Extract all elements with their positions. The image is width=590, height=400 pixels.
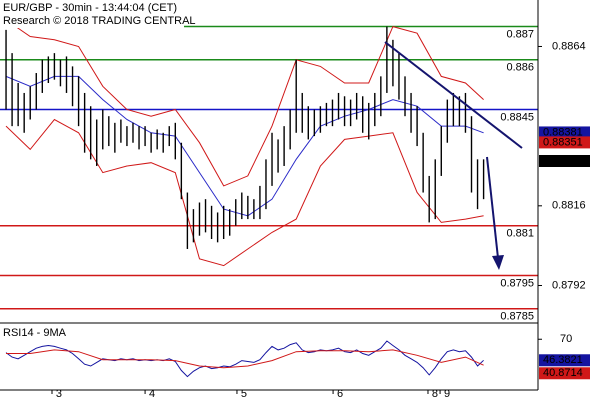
value-label-box: [539, 354, 590, 367]
line-series: [6, 349, 484, 369]
value-label: 40.8714: [543, 367, 583, 379]
x-tick-label: 9: [444, 388, 450, 400]
forecast-arrow: [486, 156, 499, 259]
x-tick-label: 5: [241, 388, 247, 400]
title-box: [0, 0, 184, 28]
y-tick-label: 70: [560, 333, 572, 345]
price-label-box: [539, 136, 590, 149]
level-label: 0.887: [506, 28, 534, 40]
price-label: 0.88381: [543, 126, 583, 138]
arrow-head: [492, 255, 504, 270]
x-tick-label: 6: [337, 388, 343, 400]
rsi-title: RSI14 - 9MA: [3, 327, 67, 339]
price-label-box: [539, 155, 590, 167]
x-tick-label: 8: [432, 388, 438, 400]
line-series: [5, 340, 484, 378]
level-label: 0.8795: [500, 277, 534, 289]
chart-subtitle: Research © 2018 TRADING CENTRAL: [3, 15, 196, 27]
level-label: 0.886: [506, 62, 534, 74]
x-tick-label: 4: [149, 388, 155, 400]
trend-line: [384, 41, 523, 149]
level-label: 0.881: [506, 228, 534, 240]
price-label-box: [539, 126, 590, 139]
price-label: 0.88295: [543, 155, 583, 167]
price-panel: 0.887 0.886 0.8845 0.881 0.8795 0.8785 0.8864 0…: [0, 19, 590, 400]
y-tick-label: 0.8816: [552, 200, 586, 212]
value-label-box: [539, 367, 590, 380]
value-label: 46.3821: [543, 354, 583, 366]
y-tick-label: 0.8864: [552, 40, 586, 52]
line-series: [5, 19, 484, 187]
chart-title: EUR/GBP - 30min - 13:44:04 (CET): [3, 2, 177, 14]
price-label: 0.88351: [543, 136, 583, 148]
level-label: 0.8785: [500, 311, 534, 323]
y-tick-label: 0.8792: [552, 279, 586, 291]
line-series: [5, 118, 484, 267]
x-tick-label: 3: [56, 388, 62, 400]
level-label: 0.8845: [500, 111, 534, 123]
